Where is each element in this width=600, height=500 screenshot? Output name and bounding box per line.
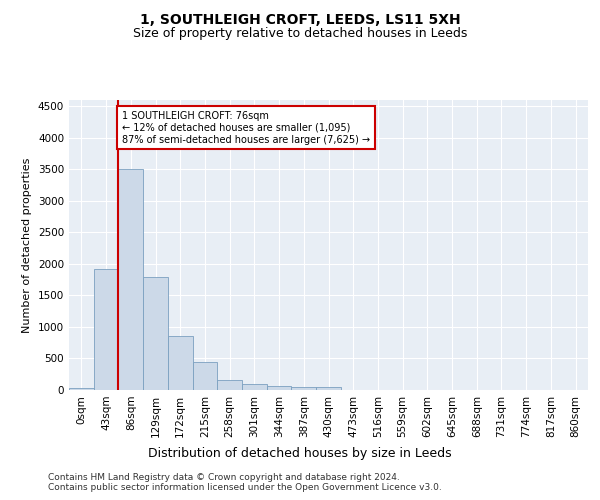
Text: Contains public sector information licensed under the Open Government Licence v3: Contains public sector information licen… xyxy=(48,482,442,492)
Bar xyxy=(242,384,267,390)
Bar xyxy=(193,362,217,390)
Bar xyxy=(69,388,94,390)
Bar xyxy=(267,386,292,390)
Text: 1, SOUTHLEIGH CROFT, LEEDS, LS11 5XH: 1, SOUTHLEIGH CROFT, LEEDS, LS11 5XH xyxy=(140,12,460,26)
Text: Distribution of detached houses by size in Leeds: Distribution of detached houses by size … xyxy=(148,448,452,460)
Bar xyxy=(316,387,341,390)
Text: Contains HM Land Registry data © Crown copyright and database right 2024.: Contains HM Land Registry data © Crown c… xyxy=(48,472,400,482)
Bar xyxy=(94,269,118,390)
Text: Size of property relative to detached houses in Leeds: Size of property relative to detached ho… xyxy=(133,28,467,40)
Bar xyxy=(217,380,242,390)
Y-axis label: Number of detached properties: Number of detached properties xyxy=(22,158,32,332)
Bar xyxy=(292,386,316,390)
Bar xyxy=(168,336,193,390)
Text: 1 SOUTHLEIGH CROFT: 76sqm
← 12% of detached houses are smaller (1,095)
87% of se: 1 SOUTHLEIGH CROFT: 76sqm ← 12% of detac… xyxy=(122,112,370,144)
Bar xyxy=(143,276,168,390)
Bar xyxy=(118,170,143,390)
